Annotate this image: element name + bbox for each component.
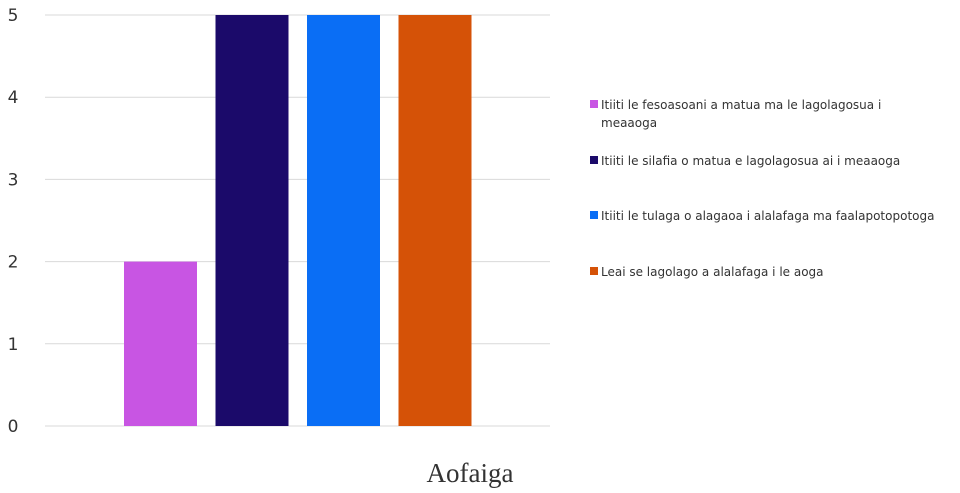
legend-label: Itiiti le fesoasoani a matua ma le lagol…: [601, 98, 882, 130]
y-tick-label: 5: [8, 6, 19, 26]
x-axis-label: Aofaiga: [427, 458, 514, 488]
bar-series-1: [124, 261, 197, 426]
legend-item: Leai se lagolago a alalafaga i le aoga: [590, 263, 955, 281]
legend-label: Itiiti le silafia o matua e lagolagosua …: [601, 154, 901, 168]
legend-item: Itiiti le tulaga o alagaoa i alalafaga m…: [590, 207, 955, 225]
legend-swatch: [590, 211, 598, 219]
legend-swatch: [590, 267, 598, 275]
bar-series-4: [398, 15, 472, 426]
bar-series-3: [307, 15, 380, 426]
legend-swatch: [590, 100, 598, 108]
legend-swatch: [590, 156, 598, 164]
y-tick-label: 1: [8, 335, 19, 355]
bar-series-2: [215, 15, 289, 426]
legend-item: Itiiti le silafia o matua e lagolagosua …: [590, 152, 955, 170]
y-tick-label: 4: [8, 88, 19, 108]
legend-label: Itiiti le tulaga o alagaoa i alalafaga m…: [601, 209, 935, 223]
legend-label: Leai se lagolago a alalafaga i le aoga: [601, 265, 824, 279]
legend-item: Itiiti le fesoasoani a matua ma le lagol…: [590, 96, 920, 132]
y-tick-label: 3: [8, 170, 19, 190]
y-tick-label: 2: [8, 253, 19, 273]
gridlines: [45, 14, 550, 427]
y-tick-label: 0: [8, 417, 19, 437]
y-axis-ticks: 0 1 2 3 4 5: [8, 6, 19, 437]
bars: [124, 15, 472, 426]
